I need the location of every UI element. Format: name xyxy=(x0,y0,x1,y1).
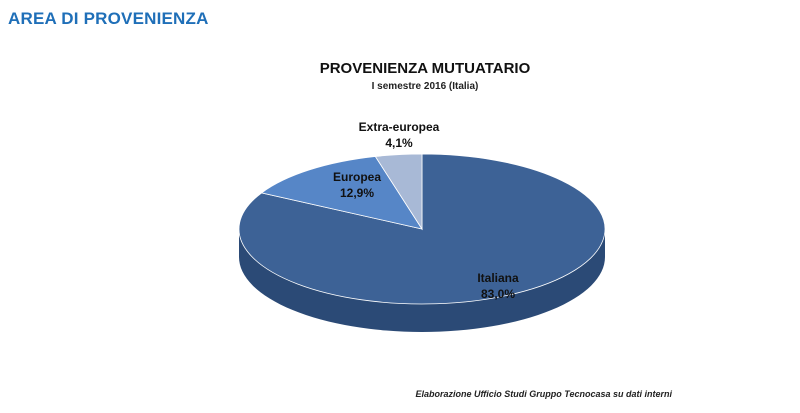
slice-label-italiana: Italiana xyxy=(477,271,519,285)
source-note: Elaborazione Ufficio Studi Gruppo Tecnoc… xyxy=(415,389,672,399)
slice-value-extra-europea: 4,1% xyxy=(385,136,413,150)
slice-label-europea: Europea xyxy=(333,170,381,184)
slice-value-italiana: 83,0% xyxy=(481,287,515,301)
slice-label-extra-europea: Extra-europea xyxy=(359,120,440,134)
chart-title: PROVENIENZA MUTUATARIO xyxy=(319,60,531,77)
slice-value-europea: 12,9% xyxy=(340,186,374,200)
pie-slice-extra-europea xyxy=(374,153,423,231)
chart-subtitle: I semestre 2016 (Italia) xyxy=(371,81,479,92)
pie-slice-europea xyxy=(260,156,423,230)
section-title: AREA DI PROVENIENZA xyxy=(8,9,209,28)
pie-side-wall xyxy=(239,229,605,332)
